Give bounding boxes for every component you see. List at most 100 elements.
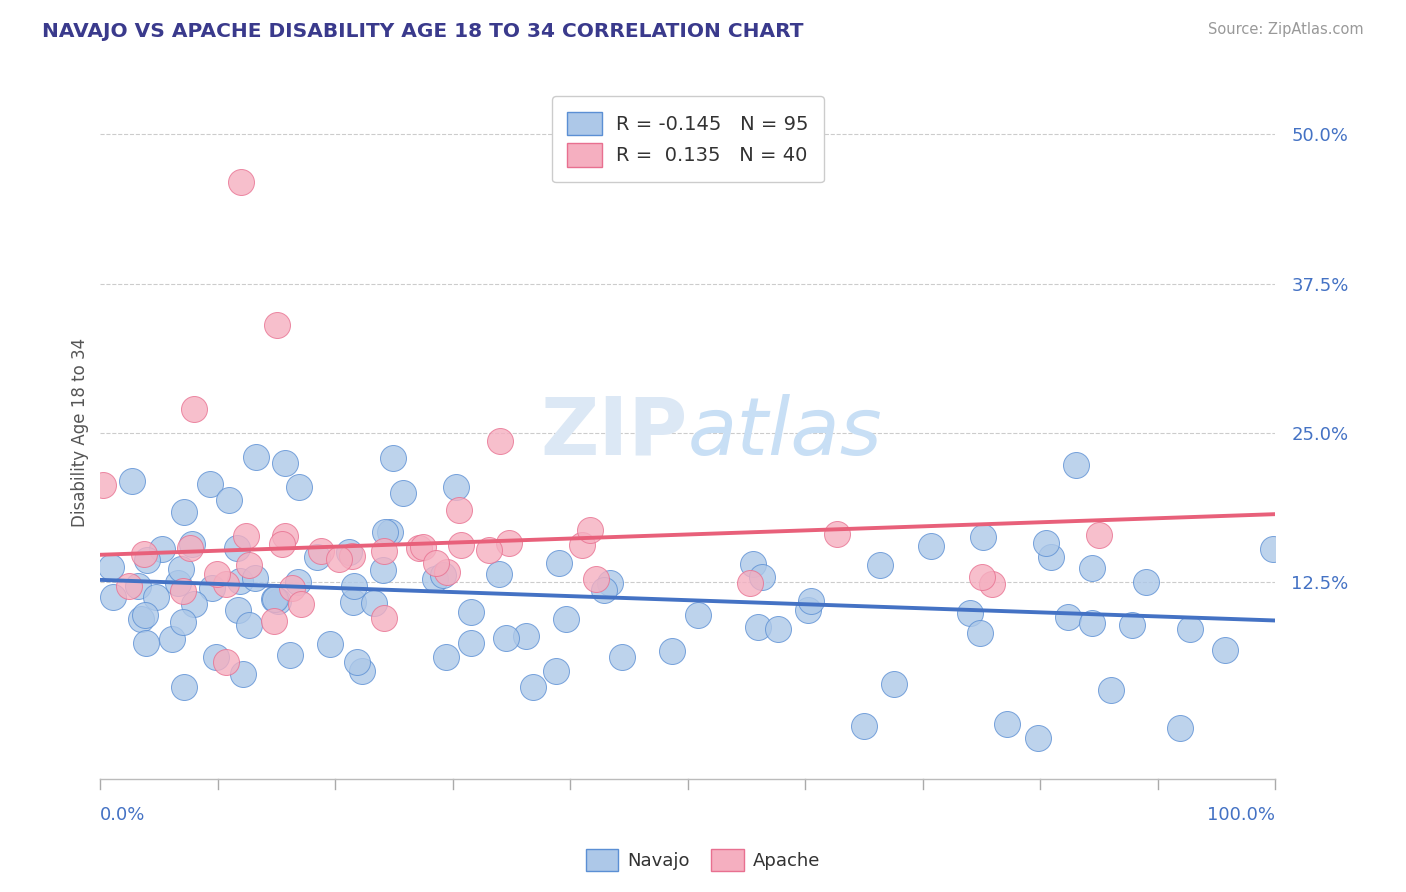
Point xyxy=(243,571,266,585)
Point xyxy=(1215,643,1237,657)
Point xyxy=(226,603,249,617)
Point xyxy=(1088,527,1111,541)
Point xyxy=(342,595,364,609)
Point xyxy=(547,556,569,570)
Point xyxy=(172,615,194,629)
Point xyxy=(270,536,292,550)
Point xyxy=(373,611,395,625)
Point xyxy=(134,607,156,622)
Point xyxy=(118,579,141,593)
Point xyxy=(172,584,194,599)
Text: 100.0%: 100.0% xyxy=(1208,805,1275,823)
Text: Source: ZipAtlas.com: Source: ZipAtlas.com xyxy=(1208,22,1364,37)
Point xyxy=(869,558,891,572)
Point xyxy=(741,558,763,572)
Point xyxy=(1026,731,1049,745)
Point xyxy=(498,535,520,549)
Point xyxy=(766,622,789,636)
Point xyxy=(100,559,122,574)
Point xyxy=(883,677,905,691)
Point xyxy=(460,605,482,619)
Point xyxy=(350,664,373,678)
Point xyxy=(162,632,184,646)
Point xyxy=(266,318,288,333)
Point xyxy=(408,541,430,556)
Point xyxy=(231,175,253,189)
Point xyxy=(280,648,302,662)
Point xyxy=(238,617,260,632)
Point xyxy=(309,543,332,558)
Point xyxy=(201,581,224,595)
Point xyxy=(450,539,472,553)
Point xyxy=(342,549,364,563)
Point xyxy=(173,681,195,695)
Point xyxy=(235,529,257,543)
Point xyxy=(980,577,1002,591)
Point xyxy=(373,543,395,558)
Point xyxy=(391,486,413,500)
Point xyxy=(91,478,114,492)
Point xyxy=(167,575,190,590)
Point xyxy=(337,545,360,559)
Point xyxy=(688,608,710,623)
Point xyxy=(215,655,238,669)
Point xyxy=(412,540,434,554)
Point xyxy=(328,552,350,566)
Point xyxy=(267,594,290,608)
Point xyxy=(972,530,994,544)
Point xyxy=(478,542,501,557)
Point xyxy=(1057,610,1080,624)
Point xyxy=(281,581,304,595)
Point xyxy=(183,402,205,417)
Point xyxy=(1099,683,1122,698)
Point xyxy=(305,550,328,565)
Point xyxy=(488,567,510,582)
Point xyxy=(170,561,193,575)
Text: NAVAJO VS APACHE DISABILITY AGE 18 TO 34 CORRELATION CHART: NAVAJO VS APACHE DISABILITY AGE 18 TO 34… xyxy=(42,22,804,41)
Point xyxy=(232,666,254,681)
Point xyxy=(101,591,124,605)
Point xyxy=(346,655,368,669)
Point xyxy=(363,596,385,610)
Point xyxy=(661,644,683,658)
Point xyxy=(579,523,602,537)
Point xyxy=(218,493,240,508)
Point xyxy=(751,570,773,584)
Point xyxy=(825,527,848,541)
Point xyxy=(1035,535,1057,549)
Point xyxy=(226,541,249,556)
Text: ZIP: ZIP xyxy=(541,394,688,472)
Point xyxy=(747,620,769,634)
Point xyxy=(1064,458,1087,473)
Point xyxy=(287,479,309,493)
Point xyxy=(1135,575,1157,590)
Text: 0.0%: 0.0% xyxy=(100,805,146,823)
Point xyxy=(738,576,761,591)
Point xyxy=(274,529,297,543)
Point xyxy=(959,606,981,620)
Point xyxy=(238,558,260,573)
Point xyxy=(585,572,607,586)
Point xyxy=(571,539,593,553)
Point xyxy=(1080,560,1102,574)
Point xyxy=(1261,542,1284,557)
Point xyxy=(181,537,204,551)
Point xyxy=(599,576,621,591)
Point xyxy=(200,477,222,491)
Point xyxy=(460,636,482,650)
Point xyxy=(1168,721,1191,735)
Point xyxy=(969,625,991,640)
Y-axis label: Disability Age 18 to 34: Disability Age 18 to 34 xyxy=(72,338,89,527)
Point xyxy=(263,614,285,628)
Point xyxy=(121,474,143,488)
Point xyxy=(374,524,396,539)
Point xyxy=(515,629,537,643)
Point xyxy=(423,572,446,586)
Point xyxy=(228,574,250,588)
Point xyxy=(1121,618,1143,632)
Point xyxy=(610,650,633,665)
Point xyxy=(436,566,458,580)
Point xyxy=(546,665,568,679)
Point xyxy=(799,593,821,607)
Point xyxy=(215,576,238,591)
